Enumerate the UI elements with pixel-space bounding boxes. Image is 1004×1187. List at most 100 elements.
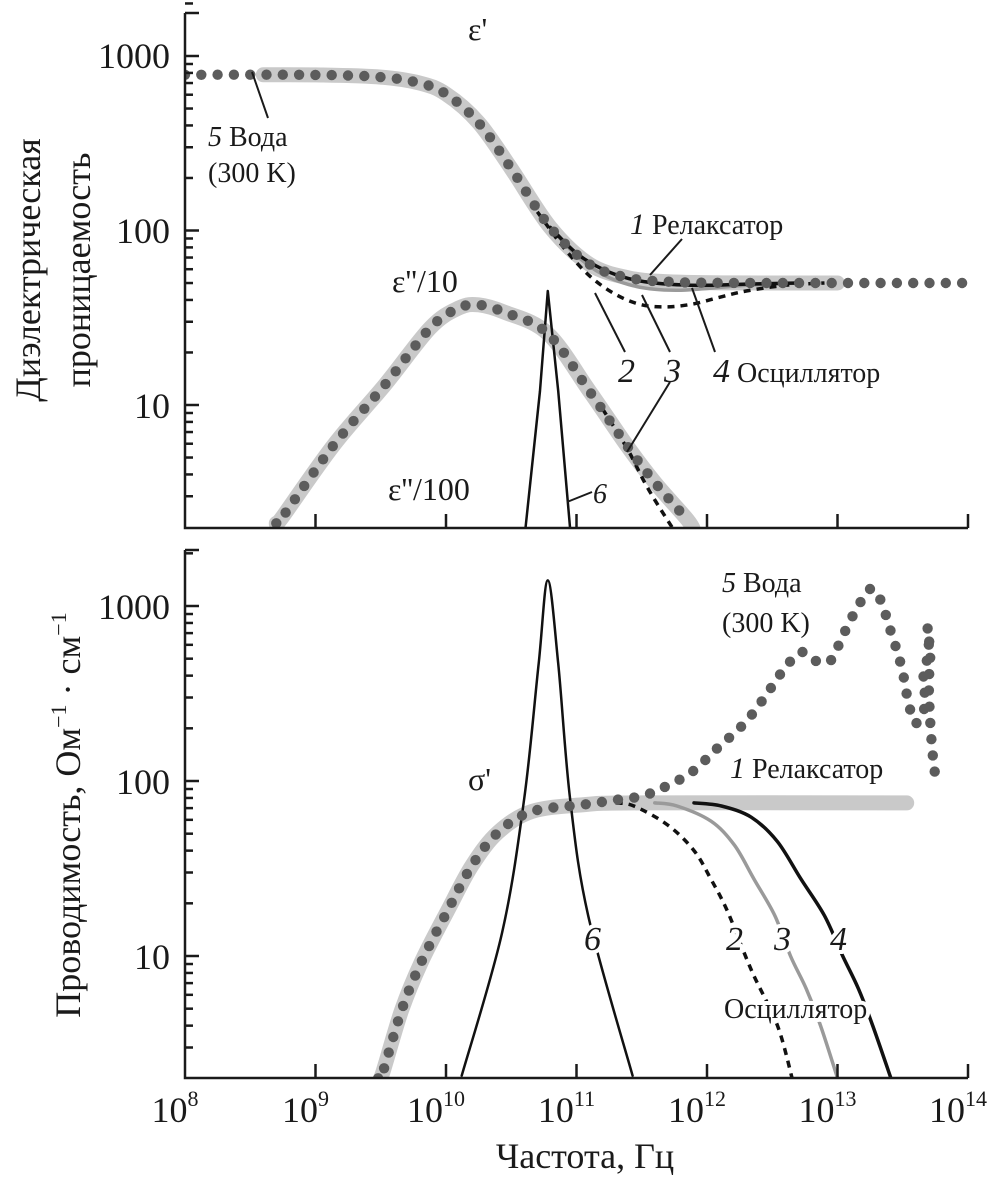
- water-sigma-dot: [923, 685, 935, 696]
- water-eps-real-dot: [924, 277, 935, 289]
- conductivity-ytick-labels: 1000 100 10: [98, 587, 170, 977]
- water-sigma-dot: [439, 912, 450, 923]
- line6-label: 6: [584, 921, 601, 958]
- water-eps-imag-div10-dot: [308, 467, 319, 478]
- water-sigma-dot: [612, 794, 624, 805]
- water-sigma-dot: [674, 774, 685, 785]
- water-sigma-dot: [784, 656, 796, 667]
- relaxator-eps-imag-div10-line: [268, 296, 701, 528]
- water-sigma-dot: [875, 594, 886, 605]
- xtick-exponent: 11: [574, 1086, 595, 1111]
- water-sigma-dot: [901, 688, 912, 699]
- sigma-label: σ': [468, 761, 491, 797]
- water-sigma-dot: [378, 1063, 390, 1074]
- water-sigma-dot: [855, 596, 866, 608]
- water-eps-imag-div10-dot: [337, 428, 349, 439]
- line-6-sigma-line: [460, 579, 634, 1077]
- osc2-label: 2: [618, 353, 635, 390]
- water-sigma-dot: [924, 668, 935, 680]
- ylabel-line-2: проницаемость: [58, 153, 98, 388]
- line6-label: 6: [593, 479, 607, 510]
- line-6-eps-imag-div100-line: [524, 289, 572, 528]
- relaxator-label: 1 Релаксатор: [730, 752, 883, 785]
- water-eps-real-dot: [196, 69, 207, 81]
- water-eps-real-dot: [810, 277, 821, 289]
- xtick-base: 10: [538, 1090, 574, 1130]
- line6-leader-line: [566, 491, 593, 503]
- water-eps-real-dot: [615, 270, 626, 282]
- water-sigma-dot: [688, 765, 699, 777]
- conductivity-ylabel: Проводимость, Ом−1 · см−1: [46, 612, 88, 1017]
- water-sigma-dot: [644, 788, 656, 799]
- eps-imag-div100-label: ε''/100: [388, 471, 470, 507]
- water-eps-real-dot: [599, 266, 610, 277]
- water-eps-real-dot: [474, 119, 486, 130]
- xtick-label: 1014: [929, 1086, 987, 1130]
- water-eps-imag-div10-dot: [299, 480, 310, 492]
- water-eps-imag-div10-dot: [348, 415, 359, 427]
- water-sigma-dot: [479, 841, 491, 852]
- xtick-exponent: 14: [965, 1086, 987, 1111]
- water-eps-real-dot: [451, 96, 462, 107]
- water-sigma-dot: [765, 682, 777, 694]
- water-eps-real-dot: [761, 277, 772, 289]
- ylabel-line-1: Диэлектрическая: [8, 138, 48, 401]
- water-eps-imag-div10-dot: [445, 306, 456, 318]
- ytick-label: 1000: [98, 587, 170, 627]
- relaxator-leader-line: [649, 238, 683, 276]
- osc2-label: 2: [726, 921, 743, 958]
- water-eps-real-dot: [212, 69, 223, 80]
- water-sigma-dot: [797, 646, 808, 658]
- permittivity-ytick-labels: 1000 100 10: [98, 36, 170, 426]
- water-eps-imag-div10-dot: [663, 493, 674, 504]
- water-eps-real-dot: [940, 277, 951, 289]
- water-sigma-dot: [397, 1000, 409, 1012]
- water-sigma-dot: [927, 750, 938, 761]
- osc3-label: 3: [663, 353, 681, 390]
- water-sigma-dot: [431, 926, 442, 937]
- water-sigma-dot: [924, 636, 935, 647]
- water-eps-imag-div10-dot: [576, 374, 588, 386]
- water-eps-imag-div10-dot: [642, 468, 653, 479]
- ytick-label: 100: [116, 762, 170, 802]
- water-sigma-dot: [735, 721, 747, 732]
- water-sigma-dot: [864, 583, 876, 595]
- water-eps-real-dot: [679, 277, 691, 288]
- water-eps-imag-div10-dot: [632, 455, 643, 466]
- water-eps-real-dot: [520, 186, 532, 197]
- water-eps-real-dot: [512, 172, 523, 183]
- oscillator-label: Осциллятор: [724, 994, 867, 1025]
- water-sigma-dot: [911, 717, 922, 729]
- water-eps-imag-div10-dot: [327, 441, 338, 452]
- xtick-label: 1012: [668, 1086, 726, 1130]
- water-label: 5 Вода: [208, 122, 288, 153]
- water-eps-imag-div10-dot: [548, 334, 560, 346]
- ytick-label: 1000: [98, 36, 170, 76]
- permittivity-annotations: ε' 5 Вода (300 K) 1 Релаксатор ε''/10 2 …: [208, 11, 880, 510]
- water-eps-imag-div10-dot: [317, 454, 329, 465]
- water-eps-real-dot: [696, 277, 707, 288]
- water-eps-imag-div10-dot: [567, 361, 579, 372]
- water-eps-imag-div10-dot: [674, 505, 685, 516]
- xtick-exponent: 9: [318, 1086, 329, 1111]
- xtick-base: 10: [668, 1090, 704, 1130]
- xtick-label: 108: [152, 1086, 199, 1130]
- water-sigma-dot: [700, 754, 711, 766]
- permittivity-ylabel: Диэлектрическая проницаемость: [8, 138, 98, 401]
- oscillator-4-sigma-line: [692, 801, 893, 1078]
- oscillator-2-sigma-line: [615, 801, 794, 1078]
- water-sigma-dot: [403, 985, 415, 996]
- water-eps-real-dot: [584, 259, 596, 270]
- water-sigma-dot: [926, 734, 937, 745]
- osc3-imag-leader-line: [626, 381, 671, 453]
- ytick-label: 10: [134, 937, 170, 977]
- water-eps-real-dot: [503, 159, 514, 170]
- xtick-label: 1011: [538, 1086, 595, 1130]
- water-sigma-dot: [659, 781, 670, 793]
- water-eps-real-dot: [826, 277, 837, 289]
- relaxator-label: 1 Релаксатор: [630, 208, 783, 241]
- xtick-label: 109: [282, 1086, 329, 1130]
- water-eps-real-dot: [228, 69, 240, 80]
- water-eps-imag-div10-dot: [652, 480, 663, 492]
- water-sigma-dot: [470, 854, 481, 866]
